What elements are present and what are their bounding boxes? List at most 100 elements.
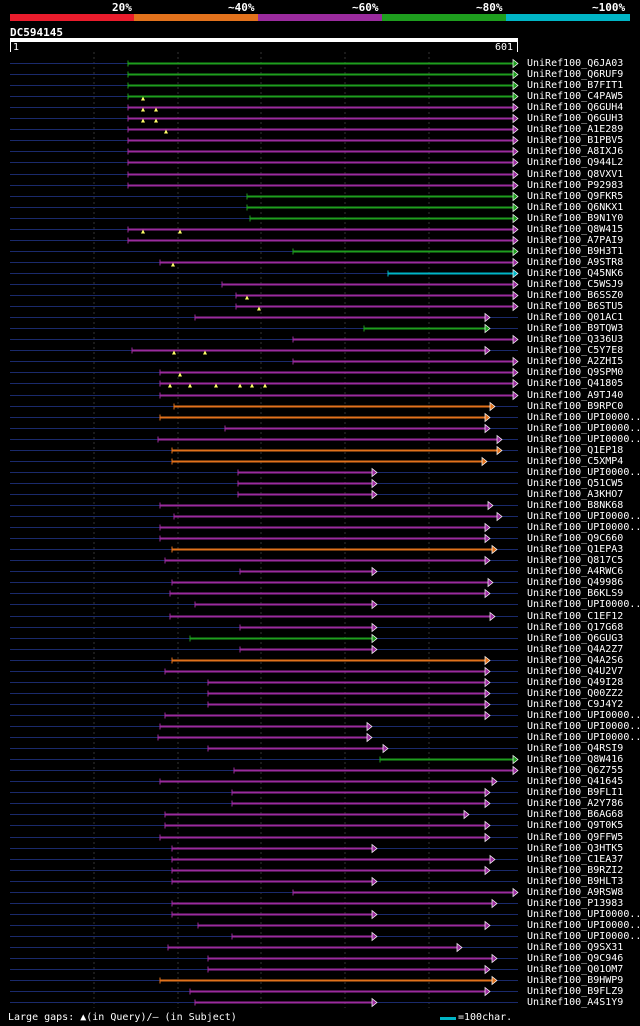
hit-link-label[interactable]: UniRef100_B9FLZ9 [527, 985, 624, 997]
hit-link-label[interactable]: UniRef100_Q6Z755 [527, 764, 624, 776]
hit-link-label[interactable]: UniRef100_B9FLI1 [527, 786, 624, 798]
hit-link-label[interactable]: UniRef100_UPI0000.. [527, 422, 640, 434]
hit-link-label[interactable]: UniRef100_A3KHO7 [527, 488, 624, 500]
hit-link-label[interactable]: UniRef100_Q3HTK5 [527, 842, 624, 854]
hit-link-label[interactable]: UniRef100_UPI0000.. [527, 510, 640, 522]
hit-link-label[interactable]: UniRef100_P92983 [527, 179, 624, 191]
hit-link-label[interactable]: UniRef100_A4RWC6 [527, 565, 624, 577]
hit-link-label[interactable]: UniRef100_B6SSZ0 [527, 289, 624, 301]
hit-arrowhead [371, 633, 378, 644]
hit-link-label[interactable]: UniRef100_B6KLS9 [527, 587, 624, 599]
hit-link-label[interactable]: UniRef100_C1EF12 [527, 610, 624, 622]
hit-link-label[interactable]: UniRef100_A9TJ40 [527, 389, 624, 401]
hit-link-label[interactable]: UniRef100_Q817C5 [527, 554, 624, 566]
hit-arrowhead [512, 213, 519, 224]
hit-link-label[interactable]: UniRef100_Q4A2S6 [527, 654, 624, 666]
hit-link-label[interactable]: UniRef100_UPI0000.. [527, 731, 640, 743]
hit-link-label[interactable]: UniRef100_UPI0000.. [527, 411, 640, 423]
hit-link-label[interactable]: UniRef100_Q6RUF9 [527, 68, 624, 80]
scale-bar [440, 1017, 456, 1020]
hit-link-label[interactable]: UniRef100_UPI0000.. [527, 908, 640, 920]
hit-arrowhead [371, 644, 378, 655]
hit-link-label[interactable]: UniRef100_B6AG68 [527, 808, 624, 820]
hit-link-label[interactable]: UniRef100_Q1EPA3 [527, 543, 624, 555]
hit-arrowhead [484, 655, 491, 666]
hit-link-label[interactable]: UniRef100_Q00ZZ2 [527, 687, 624, 699]
hit-link-label[interactable]: UniRef100_Q336U3 [527, 333, 624, 345]
hit-arrowhead [484, 865, 491, 876]
hit-link-label[interactable]: UniRef100_B7FIT1 [527, 79, 624, 91]
hit-link-label[interactable]: UniRef100_Q6GUG3 [527, 632, 624, 644]
hit-link-label[interactable]: UniRef100_UPI0000.. [527, 598, 640, 610]
hit-link-label[interactable]: UniRef100_Q1EP18 [527, 444, 624, 456]
hit-link-label[interactable]: UniRef100_UPI0000.. [527, 930, 640, 942]
hit-link-label[interactable]: UniRef100_A1E289 [527, 123, 624, 135]
hit-link-label[interactable]: UniRef100_Q45NK6 [527, 267, 624, 279]
hit-link-label[interactable]: UniRef100_Q6NKX1 [527, 201, 624, 213]
hit-link-label[interactable]: UniRef100_Q9T0K5 [527, 819, 624, 831]
hit-link-label[interactable]: UniRef100_B9RZI2 [527, 864, 624, 876]
hit-link-label[interactable]: UniRef100_UPI0000.. [527, 521, 640, 533]
hit-link-label[interactable]: UniRef100_Q8W416 [527, 753, 624, 765]
hit-link-label[interactable]: UniRef100_B1PBV5 [527, 134, 624, 146]
hit-arrowhead [371, 622, 378, 633]
query-gap-marker [154, 107, 158, 112]
hit-link-label[interactable]: UniRef100_Q4RSI9 [527, 742, 624, 754]
hit-link-label[interactable]: UniRef100_B9N1Y0 [527, 212, 624, 224]
hit-link-label[interactable]: UniRef100_C5Y7E8 [527, 344, 624, 356]
hit-link-label[interactable]: UniRef100_C1EA37 [527, 853, 624, 865]
hit-arrowhead [491, 975, 498, 986]
hit-link-label[interactable]: UniRef100_Q9FKR5 [527, 190, 624, 202]
hit-link-label[interactable]: UniRef100_A2ZHI5 [527, 355, 624, 367]
hit-link-label[interactable]: UniRef100_UPI0000.. [527, 433, 640, 445]
hit-link-label[interactable]: UniRef100_Q49986 [527, 576, 624, 588]
hit-arrowhead [463, 809, 470, 820]
hit-link-label[interactable]: UniRef100_Q41645 [527, 775, 624, 787]
hit-arrowhead [512, 202, 519, 213]
hit-link-label[interactable]: UniRef100_A9STR8 [527, 256, 624, 268]
hit-link-label[interactable]: UniRef100_UPI0000.. [527, 709, 640, 721]
hit-arrowhead [489, 401, 496, 412]
hit-link-label[interactable]: UniRef100_Q6GUH4 [527, 101, 624, 113]
hit-link-label[interactable]: UniRef100_C4PAW5 [527, 90, 624, 102]
hit-link-label[interactable]: UniRef100_Q8VXV1 [527, 168, 624, 180]
hit-link-label[interactable]: UniRef100_Q01OM7 [527, 963, 624, 975]
hit-link-label[interactable]: UniRef100_Q9C946 [527, 952, 624, 964]
hit-link-label[interactable]: UniRef100_C5WSJ9 [527, 278, 624, 290]
hit-link-label[interactable]: UniRef100_B9HLT3 [527, 875, 624, 887]
hit-link-label[interactable]: UniRef100_C9J4Y2 [527, 698, 624, 710]
hit-link-label[interactable]: UniRef100_Q9FFW5 [527, 831, 624, 843]
hit-link-label[interactable]: UniRef100_Q17G68 [527, 621, 624, 633]
hit-link-label[interactable]: UniRef100_B6STU5 [527, 300, 624, 312]
hit-link-label[interactable]: UniRef100_Q8W415 [527, 223, 624, 235]
hit-link-label[interactable]: UniRef100_UPI0000.. [527, 720, 640, 732]
hit-link-label[interactable]: UniRef100_A7PAI9 [527, 234, 624, 246]
hit-link-label[interactable]: UniRef100_A4S1Y9 [527, 996, 624, 1008]
hit-link-label[interactable]: UniRef100_Q49I28 [527, 676, 624, 688]
hit-link-label[interactable]: UniRef100_Q4U2V7 [527, 665, 624, 677]
hit-link-label[interactable]: UniRef100_B9RPC0 [527, 400, 624, 412]
hit-link-label[interactable]: UniRef100_UPI0000.. [527, 919, 640, 931]
hit-link-label[interactable]: UniRef100_Q6JA03 [527, 57, 624, 69]
hit-link-label[interactable]: UniRef100_C5XMP4 [527, 455, 624, 467]
hit-link-label[interactable]: UniRef100_A2Y786 [527, 797, 624, 809]
hit-link-label[interactable]: UniRef100_Q6GUH3 [527, 112, 624, 124]
hit-link-label[interactable]: UniRef100_A8IXJ6 [527, 145, 624, 157]
hit-link-label[interactable]: UniRef100_Q9SPM0 [527, 366, 624, 378]
hit-link-label[interactable]: UniRef100_B9HWP9 [527, 974, 624, 986]
hit-link-label[interactable]: UniRef100_P13983 [527, 897, 624, 909]
hit-link-label[interactable]: UniRef100_Q944L2 [527, 156, 624, 168]
hit-link-label[interactable]: UniRef100_A9RSW8 [527, 886, 624, 898]
hit-link-label[interactable]: UniRef100_B9TQW3 [527, 322, 624, 334]
hit-link-label[interactable]: UniRef100_UPI0000.. [527, 466, 640, 478]
hit-link-label[interactable]: UniRef100_Q41805 [527, 377, 624, 389]
hit-arrowhead [371, 997, 378, 1008]
hit-link-label[interactable]: UniRef100_Q9SX31 [527, 941, 624, 953]
query-gap-marker [263, 383, 267, 388]
hit-link-label[interactable]: UniRef100_Q9C660 [527, 532, 624, 544]
hit-link-label[interactable]: UniRef100_B8NK68 [527, 499, 624, 511]
hit-link-label[interactable]: UniRef100_Q4A2Z7 [527, 643, 624, 655]
hit-link-label[interactable]: UniRef100_Q51CW5 [527, 477, 624, 489]
hit-link-label[interactable]: UniRef100_Q01AC1 [527, 311, 624, 323]
hit-link-label[interactable]: UniRef100_B9H3T1 [527, 245, 624, 257]
